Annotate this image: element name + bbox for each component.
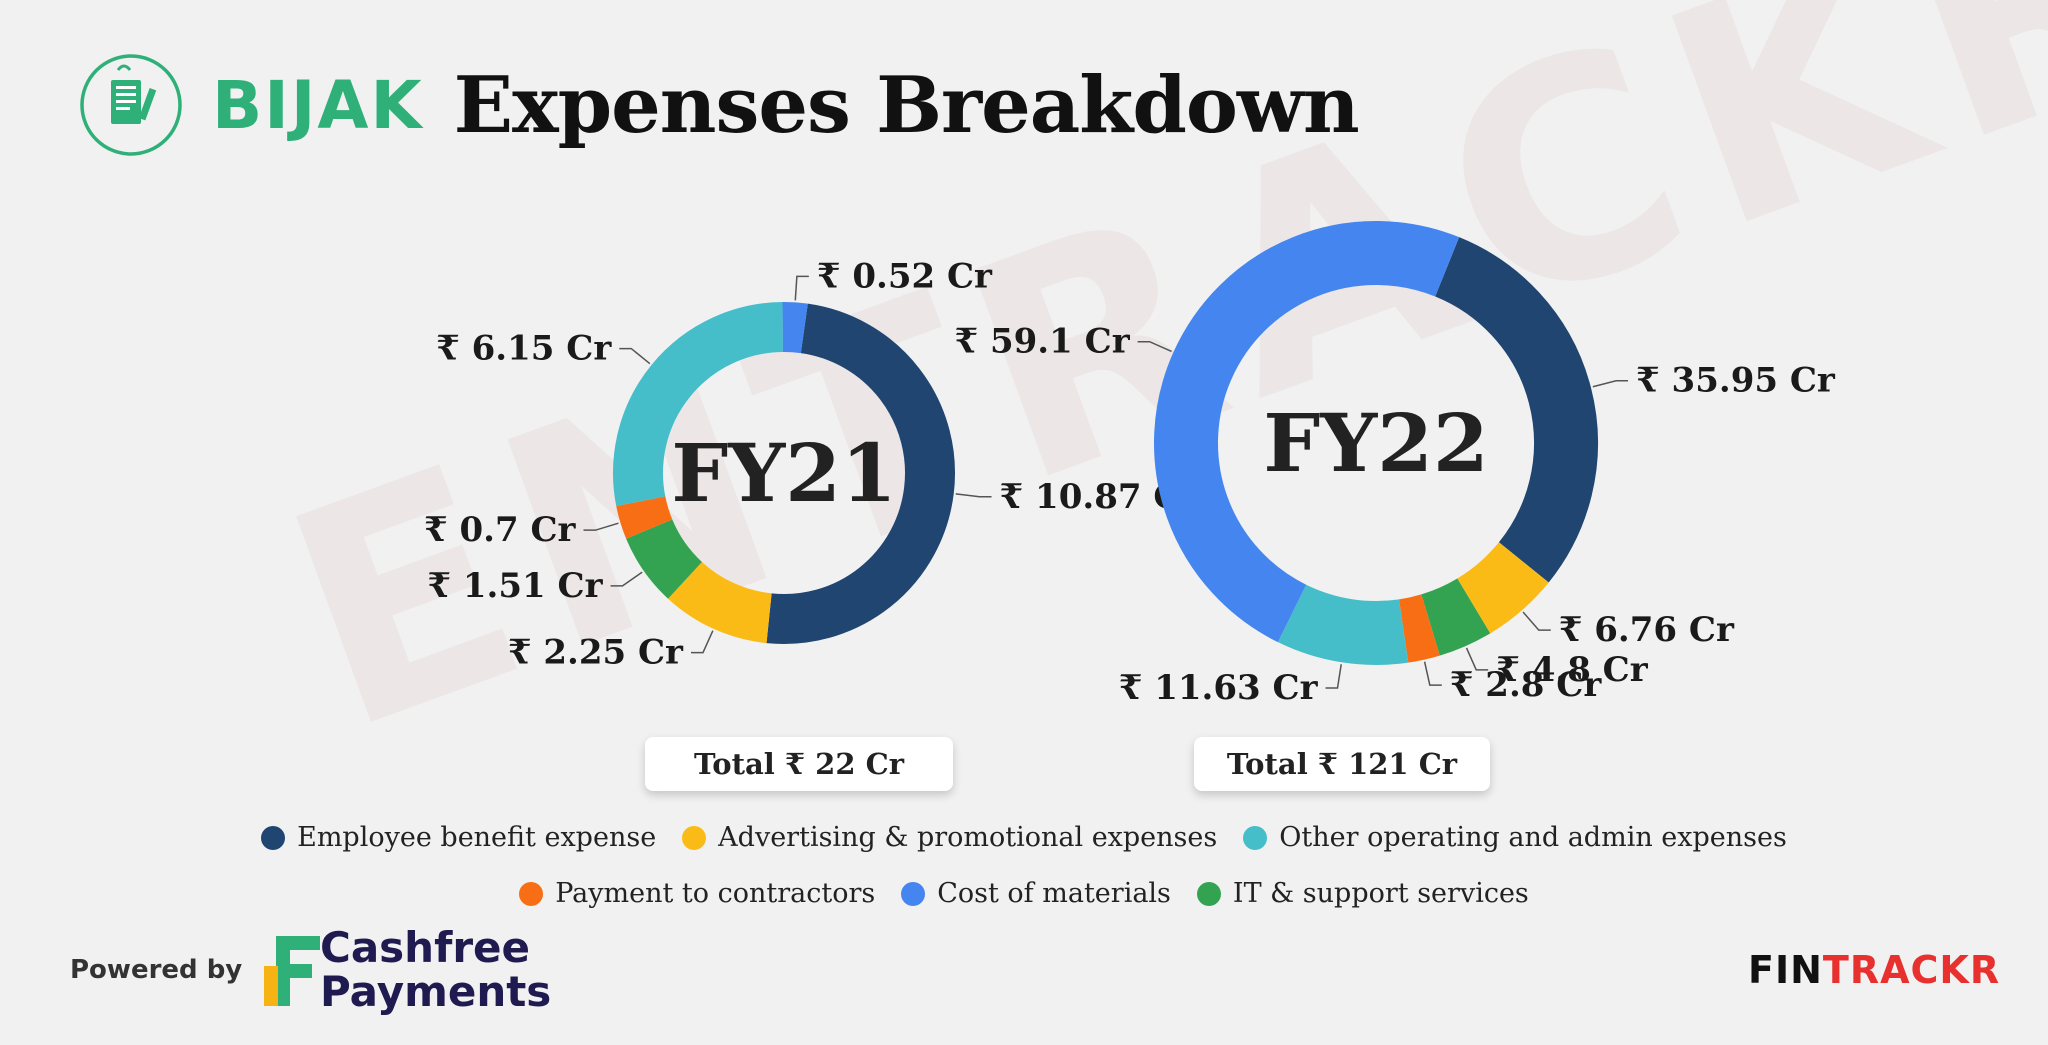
leader-line xyxy=(610,571,643,587)
legend-label: Advertising & promotional expenses xyxy=(718,822,1218,853)
brand-name: BIJAK xyxy=(212,66,424,144)
header: BIJAK Expenses Breakdown xyxy=(78,50,1360,160)
slice-value-label: ₹ 6.15 Cr xyxy=(436,329,612,369)
donut-chart-0: ₹ 10.87 Cr₹ 2.25 Cr₹ 1.51 Cr₹ 0.7 Cr₹ 6.… xyxy=(424,256,1199,672)
legend-row1-item-0: Employee benefit expense xyxy=(261,822,656,853)
sponsor-line-1: Cashfree xyxy=(320,923,531,972)
slice-value-label: ₹ 6.76 Cr xyxy=(1559,610,1735,650)
donut-slice-advertising xyxy=(1456,541,1549,634)
leader-line xyxy=(1465,647,1489,671)
fintrackr-logo: FINTRACKR xyxy=(1748,948,2000,992)
slice-value-label: ₹ 59.1 Cr xyxy=(955,322,1131,362)
donut-slice-other_operating xyxy=(613,302,784,507)
leader-line xyxy=(583,522,619,531)
total-badge-fy22: Total ₹ 121 Cr xyxy=(1194,737,1490,791)
legend-row2-item-0: Payment to contractors xyxy=(519,878,875,909)
legend-label: Employee benefit expense xyxy=(297,822,657,853)
legend-row-1: Employee benefit expense Advertising & pr… xyxy=(0,822,2048,853)
slice-value-label: ₹ 2.8 Cr xyxy=(1450,665,1603,705)
sponsor-line-2: Payments xyxy=(320,967,552,1016)
legend-label: Other operating and admin expenses xyxy=(1279,822,1787,853)
donut-slice-materials xyxy=(782,302,808,354)
legend-dot-icon xyxy=(519,881,544,906)
fintrackr-logo-part1: FIN xyxy=(1748,948,1823,992)
legend-dot-icon xyxy=(261,825,286,850)
center-label: FY21 xyxy=(671,426,896,520)
legend-label: Payment to contractors xyxy=(555,878,876,909)
legend-dot-icon xyxy=(901,881,926,906)
donut-slice-materials xyxy=(1154,221,1460,643)
legend-label: Cost of materials xyxy=(937,878,1171,909)
slice-value-label: ₹ 1.51 Cr xyxy=(427,566,603,606)
donut-slice-contractors xyxy=(616,495,673,539)
legend-row1-item-1: Advertising & promotional expenses xyxy=(682,822,1217,853)
legend-dot-icon xyxy=(1196,881,1221,906)
slice-value-label: ₹ 4.8 Cr xyxy=(1496,650,1649,690)
legend-row2-item-1: Cost of materials xyxy=(901,878,1171,909)
donut-slice-contractors xyxy=(1398,594,1440,663)
donut-slice-employee xyxy=(766,303,955,644)
legend-dot-icon xyxy=(682,825,707,850)
leader-line xyxy=(1137,340,1172,353)
page-title: Expenses Breakdown xyxy=(453,59,1360,151)
leader-line xyxy=(955,493,992,498)
donut-slice-it_support xyxy=(626,518,703,599)
legend-row1-item-2: Other operating and admin expenses xyxy=(1243,822,1787,853)
legend-dot-icon xyxy=(1243,825,1268,850)
legend-row2-item-2: IT & support services xyxy=(1196,878,1529,909)
bijak-logo-icon xyxy=(80,54,182,156)
leader-line xyxy=(690,630,714,654)
donut-slice-other_operating xyxy=(1277,584,1409,665)
leader-line xyxy=(1522,611,1551,631)
legend-row-2: Payment to contractors Cost of materials I… xyxy=(0,878,2048,909)
center-label: FY22 xyxy=(1263,396,1488,490)
slice-value-label: ₹ 2.25 Cr xyxy=(508,633,684,673)
donut-slice-advertising xyxy=(668,561,773,644)
powered-by-label: Powered by xyxy=(70,955,243,985)
fintrackr-logo-part2: TRACKR xyxy=(1822,948,2001,992)
total-badge-fy21: Total ₹ 22 Cr xyxy=(645,737,953,791)
legend-label: IT & support services xyxy=(1232,878,1529,909)
leader-line xyxy=(1592,379,1629,388)
donut-slice-employee xyxy=(1434,237,1598,583)
leader-line xyxy=(1325,664,1342,689)
leader-line xyxy=(619,347,651,365)
leader-line xyxy=(794,275,809,301)
slice-value-label: ₹ 0.52 Cr xyxy=(817,256,993,296)
slice-value-label: ₹ 0.7 Cr xyxy=(424,510,577,550)
donut-slice-it_support xyxy=(1420,578,1491,656)
leader-line xyxy=(1423,661,1442,686)
sponsor-name: Cashfree Payments xyxy=(320,926,551,1014)
slice-value-label: ₹ 11.63 Cr xyxy=(1119,668,1319,708)
donut-chart-1: ₹ 35.95 Cr ₹ 6.76 Cr₹ 4.8 Cr₹ 2.8 Cr ₹ 11.… xyxy=(955,221,1836,708)
slice-value-label: ₹ 35.95 Cr xyxy=(1636,361,1836,401)
cashfree-logo-icon xyxy=(264,936,320,1006)
